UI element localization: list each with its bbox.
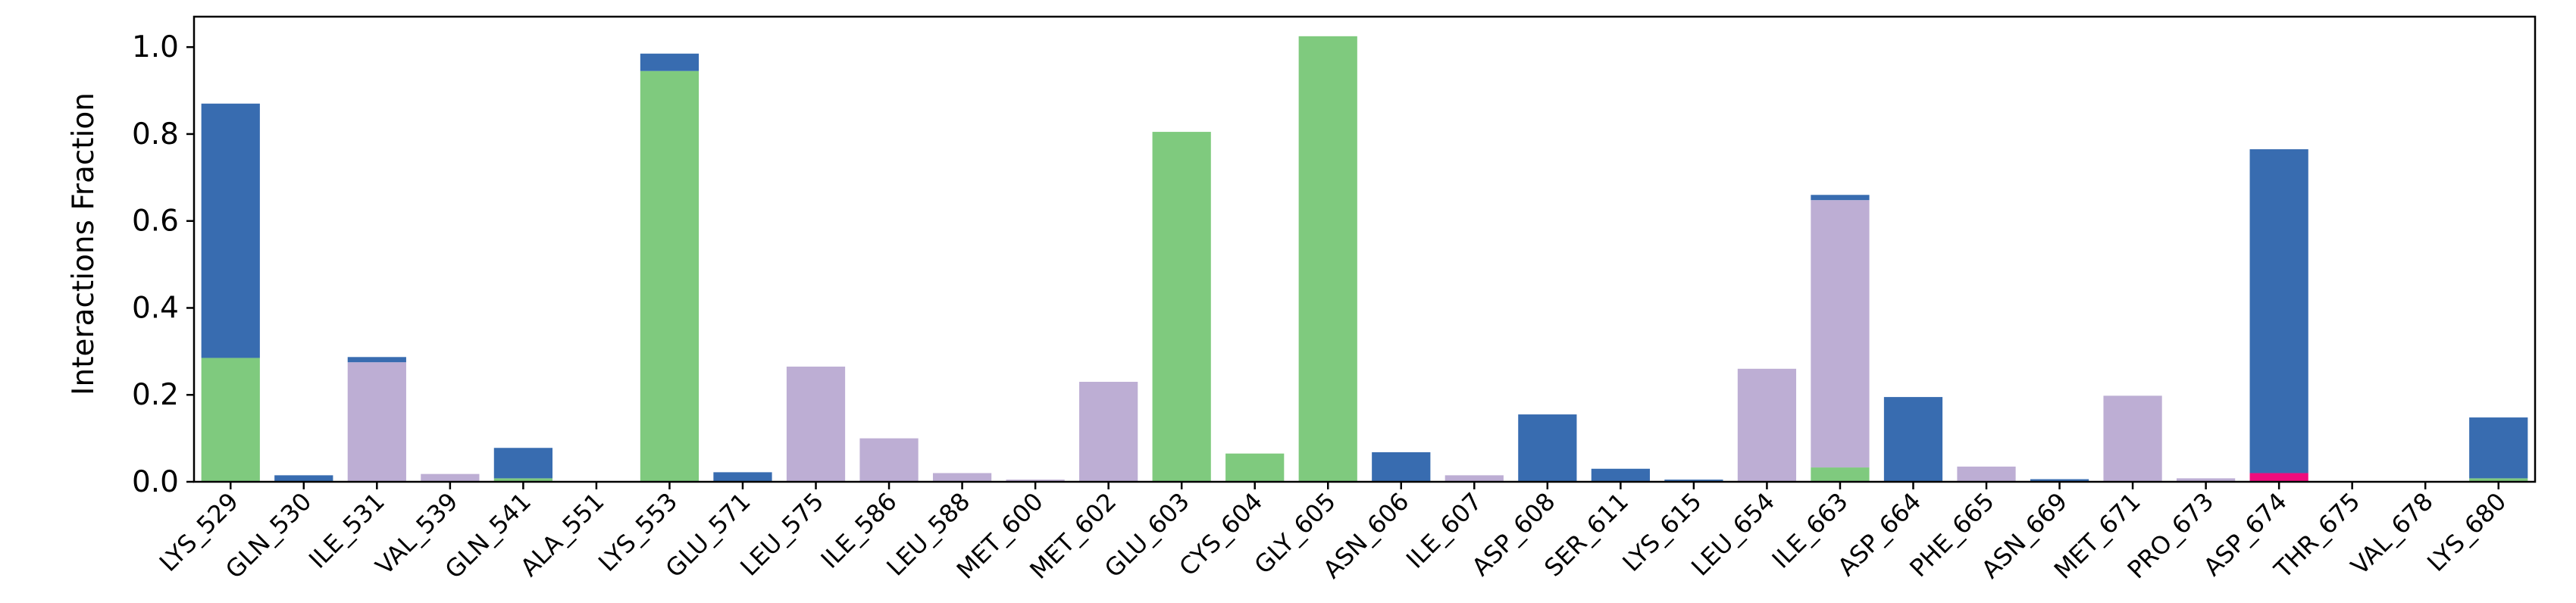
bar-lys-553-segment-0 [640, 70, 700, 483]
bar-ile-663-segment-1 [1811, 200, 1870, 468]
y-tick-label: 1.0 [132, 30, 179, 64]
bar-lys-529-segment-3 [201, 103, 260, 358]
bar-lys-529-segment-0 [201, 358, 260, 482]
y-tick-label: 0.2 [132, 378, 179, 412]
bar-ile-663-segment-0 [1811, 467, 1870, 482]
bar-asp-608-segment-3 [1518, 414, 1577, 482]
bar-asn-606-segment-3 [1372, 451, 1431, 482]
bars-layer [201, 36, 2528, 483]
bar-ile-531-segment-1 [347, 362, 406, 482]
bar-asn-669-segment-3 [2030, 479, 2089, 482]
bar-met-600-segment-1 [1006, 480, 1065, 482]
bar-glu-603-segment-0 [1152, 132, 1211, 482]
bar-ser-611-segment-3 [1591, 468, 1650, 482]
y-tick-label: 0.0 [132, 465, 179, 499]
y-axis-label: Interactions Fraction [67, 92, 101, 395]
bar-ile-531-segment-3 [347, 357, 406, 363]
y-tick-label: 0.8 [132, 117, 179, 152]
bar-phe-665-segment-1 [1957, 466, 2016, 482]
x-tick-label: LYS_680 [2421, 487, 2512, 577]
bar-asp-664-segment-3 [1883, 397, 1943, 482]
bar-pro-673-segment-1 [2177, 478, 2236, 482]
bar-ile-663-segment-3 [1811, 195, 1870, 201]
bar-gln-530-segment-3 [274, 475, 333, 482]
bar-asp-674-segment-2 [2249, 473, 2308, 482]
bar-lys-553-segment-3 [640, 53, 700, 71]
bar-val-539-segment-1 [421, 473, 480, 482]
bar-leu-588-segment-1 [932, 473, 992, 482]
bar-ile-607-segment-1 [1445, 475, 1504, 482]
plot-frame [192, 15, 2537, 483]
bar-gln-541-segment-3 [493, 448, 553, 479]
bar-cys-604-segment-0 [1225, 453, 1285, 482]
bar-glu-571-segment-3 [713, 472, 772, 482]
bar-leu-654-segment-1 [1737, 368, 1797, 482]
bar-leu-575-segment-1 [786, 366, 846, 482]
bar-ile-586-segment-1 [859, 438, 919, 482]
bar-gln-541-segment-0 [493, 478, 553, 482]
y-tick-label: 0.6 [132, 205, 179, 239]
bar-lys-615-segment-3 [1664, 480, 1723, 482]
bar-met-602-segment-1 [1079, 382, 1138, 482]
y-tick-label: 0.4 [132, 291, 179, 325]
bar-gly-605-segment-0 [1298, 36, 1357, 482]
bar-lys-680-segment-3 [2469, 417, 2528, 479]
bar-asp-674-segment-3 [2249, 149, 2308, 473]
bar-met-671-segment-1 [2103, 395, 2162, 482]
bar-lys-680-segment-0 [2469, 478, 2528, 482]
